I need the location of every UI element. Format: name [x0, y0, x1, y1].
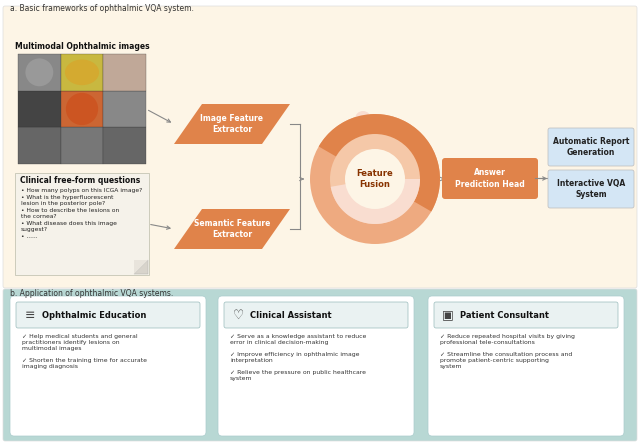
Text: ✓ Shorten the training time for accurate
imaging diagnosis: ✓ Shorten the training time for accurate… — [22, 358, 147, 369]
Text: ✓ Relieve the pressure on public healthcare
system: ✓ Relieve the pressure on public healthc… — [230, 370, 366, 381]
Text: Patient Consultant: Patient Consultant — [460, 310, 549, 320]
Circle shape — [330, 134, 420, 224]
Circle shape — [26, 59, 53, 86]
Text: Answer
Prediction Head: Answer Prediction Head — [455, 168, 525, 189]
Text: ✓ Streamline the consultation process and
promote patient-centric supporting
sys: ✓ Streamline the consultation process an… — [440, 352, 572, 369]
Text: • ......: • ...... — [21, 234, 38, 239]
Text: Image Feature
Extractor: Image Feature Extractor — [200, 114, 264, 134]
Circle shape — [66, 93, 98, 125]
Text: a. Basic frameworks of ophthalmic VQA system.: a. Basic frameworks of ophthalmic VQA sy… — [10, 4, 194, 13]
FancyBboxPatch shape — [548, 170, 634, 208]
FancyBboxPatch shape — [434, 302, 618, 328]
FancyBboxPatch shape — [442, 158, 538, 199]
Circle shape — [310, 114, 440, 244]
Text: Semantic Feature
Extractor: Semantic Feature Extractor — [194, 219, 270, 239]
Text: ▣: ▣ — [442, 309, 454, 321]
Text: ♡: ♡ — [232, 309, 244, 321]
FancyBboxPatch shape — [428, 296, 624, 436]
Circle shape — [384, 116, 396, 128]
Wedge shape — [331, 179, 420, 224]
Bar — [103, 91, 146, 127]
Bar — [103, 127, 146, 164]
FancyBboxPatch shape — [224, 302, 408, 328]
FancyBboxPatch shape — [548, 128, 634, 166]
Bar — [61, 91, 103, 127]
Text: • What is the hyperfluorescent
lesion in the posterior pole?: • What is the hyperfluorescent lesion in… — [21, 195, 113, 206]
Bar — [18, 91, 61, 127]
Text: ✓ Help medical students and general
practitioners identify lesions on
multimodal: ✓ Help medical students and general prac… — [22, 334, 138, 351]
Text: • What disease does this image
suggest?: • What disease does this image suggest? — [21, 222, 117, 232]
Text: Feature
Fusion: Feature Fusion — [356, 169, 394, 190]
Ellipse shape — [65, 59, 99, 85]
Text: ✓ Serve as a knowledge assistant to reduce
error in clinical decision-making: ✓ Serve as a knowledge assistant to redu… — [230, 334, 366, 345]
Text: Clinical Assistant: Clinical Assistant — [250, 310, 332, 320]
Text: • How many polyps on this ICGA image?: • How many polyps on this ICGA image? — [21, 188, 142, 193]
Polygon shape — [174, 209, 290, 249]
Text: • How to describe the lesions on
the cornea?: • How to describe the lesions on the cor… — [21, 209, 119, 219]
Text: b. Application of ophthalmic VQA systems.: b. Application of ophthalmic VQA systems… — [10, 289, 173, 298]
Text: ≡: ≡ — [25, 309, 35, 321]
Circle shape — [355, 111, 371, 127]
Text: Multimodal Ophthalmic images: Multimodal Ophthalmic images — [15, 42, 149, 51]
Text: Clinical free-form questions: Clinical free-form questions — [20, 176, 140, 185]
Text: Automatic Report
Generation: Automatic Report Generation — [553, 137, 629, 157]
Bar — [61, 127, 103, 164]
Polygon shape — [134, 260, 148, 274]
Polygon shape — [174, 104, 290, 144]
Bar — [18, 54, 61, 91]
Text: Interactive VQA
System: Interactive VQA System — [557, 179, 625, 199]
Bar — [18, 127, 61, 164]
Bar — [103, 54, 146, 91]
FancyBboxPatch shape — [10, 296, 206, 436]
FancyBboxPatch shape — [15, 173, 149, 275]
Circle shape — [345, 149, 405, 209]
Text: ✓ Reduce repeated hospital visits by giving
professional tele-consultations: ✓ Reduce repeated hospital visits by giv… — [440, 334, 575, 345]
Text: Ophthalmic Education: Ophthalmic Education — [42, 310, 147, 320]
FancyBboxPatch shape — [16, 302, 200, 328]
FancyBboxPatch shape — [3, 6, 637, 288]
FancyBboxPatch shape — [3, 289, 637, 441]
FancyBboxPatch shape — [218, 296, 414, 436]
Bar — [61, 54, 103, 91]
Polygon shape — [134, 260, 148, 274]
Wedge shape — [319, 114, 440, 211]
Text: ✓ Improve efficiency in ophthalmic image
interpretation: ✓ Improve efficiency in ophthalmic image… — [230, 352, 360, 363]
